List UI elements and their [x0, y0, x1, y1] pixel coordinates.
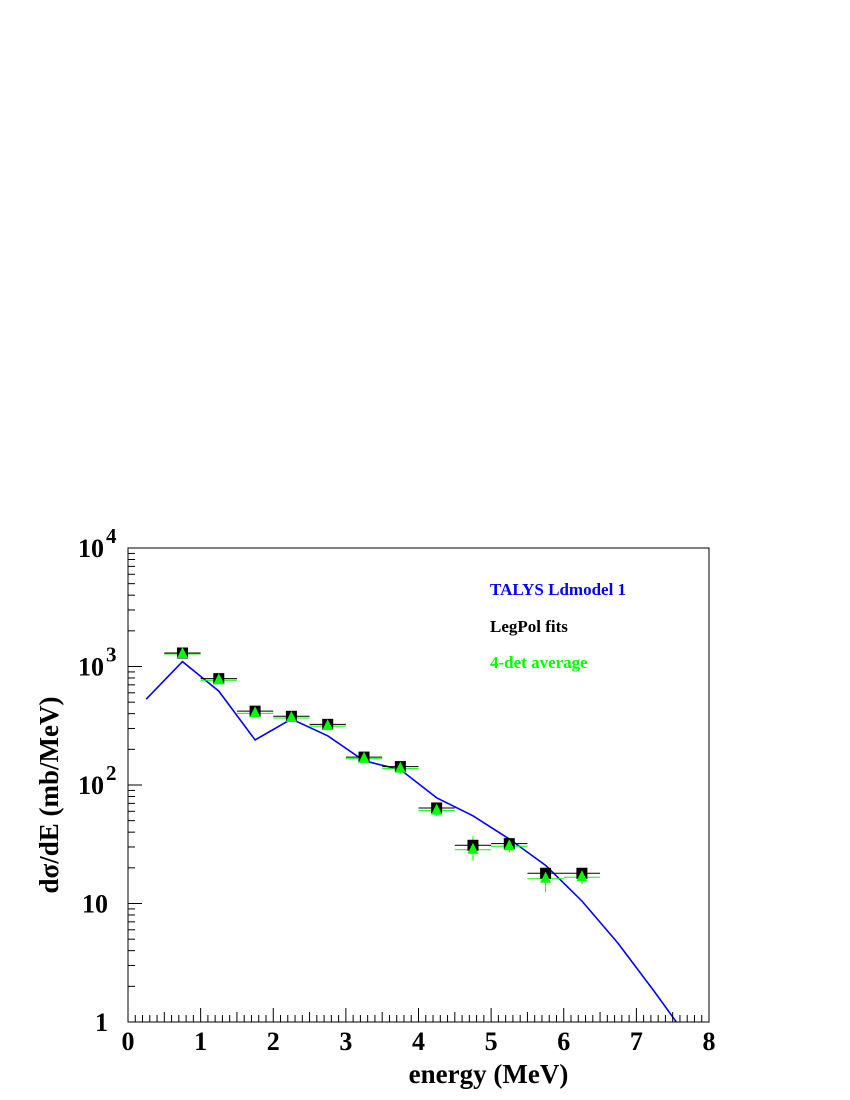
y-tick-exponent: 2 — [106, 761, 117, 785]
x-tick-label: 6 — [557, 1027, 570, 1056]
avg-point — [394, 761, 406, 773]
plot-frame — [127, 547, 710, 1023]
avg-point — [213, 673, 225, 685]
avg-point — [176, 646, 188, 658]
y-tick-label: 10 — [82, 890, 108, 919]
y-tick-label: 10 — [78, 653, 104, 682]
legend-entry-talys: TALYS Ldmodel 1 — [490, 580, 626, 599]
x-tick-label: 5 — [485, 1027, 498, 1056]
avg-point — [358, 751, 370, 763]
legend-entry-4det: 4-det average — [490, 653, 588, 672]
avg-point — [467, 842, 479, 854]
y-tick-label: 1 — [95, 1008, 108, 1037]
x-tick-label: 7 — [630, 1027, 643, 1056]
x-tick-label: 2 — [267, 1027, 280, 1056]
y-tick-exponent: 4 — [106, 524, 117, 548]
x-tick-label: 1 — [194, 1027, 207, 1056]
y-axis-label: dσ/dE (mb/MeV) — [34, 697, 64, 894]
avg-point — [540, 871, 552, 883]
avg-point — [249, 706, 261, 718]
series-line-talys — [145, 660, 677, 1023]
x-tick-label: 8 — [703, 1027, 716, 1056]
x-tick-label: 0 — [122, 1027, 135, 1056]
avg-point — [322, 719, 334, 731]
legend-entry-legpol: LegPol fits — [490, 617, 568, 636]
avg-point — [503, 839, 515, 851]
avg-point — [431, 803, 443, 815]
y-tick-label: 10 — [78, 771, 104, 800]
legend: TALYS Ldmodel 1 LegPol fits 4-det averag… — [490, 580, 626, 672]
avg-point — [285, 710, 297, 722]
x-tick-label: 3 — [339, 1027, 352, 1056]
y-tick-exponent: 3 — [106, 643, 117, 667]
x-tick-label: 4 — [412, 1027, 425, 1056]
y-tick-label: 10 — [78, 534, 104, 563]
avg-point — [576, 870, 588, 882]
x-axis-label: energy (MeV) — [409, 1059, 569, 1089]
